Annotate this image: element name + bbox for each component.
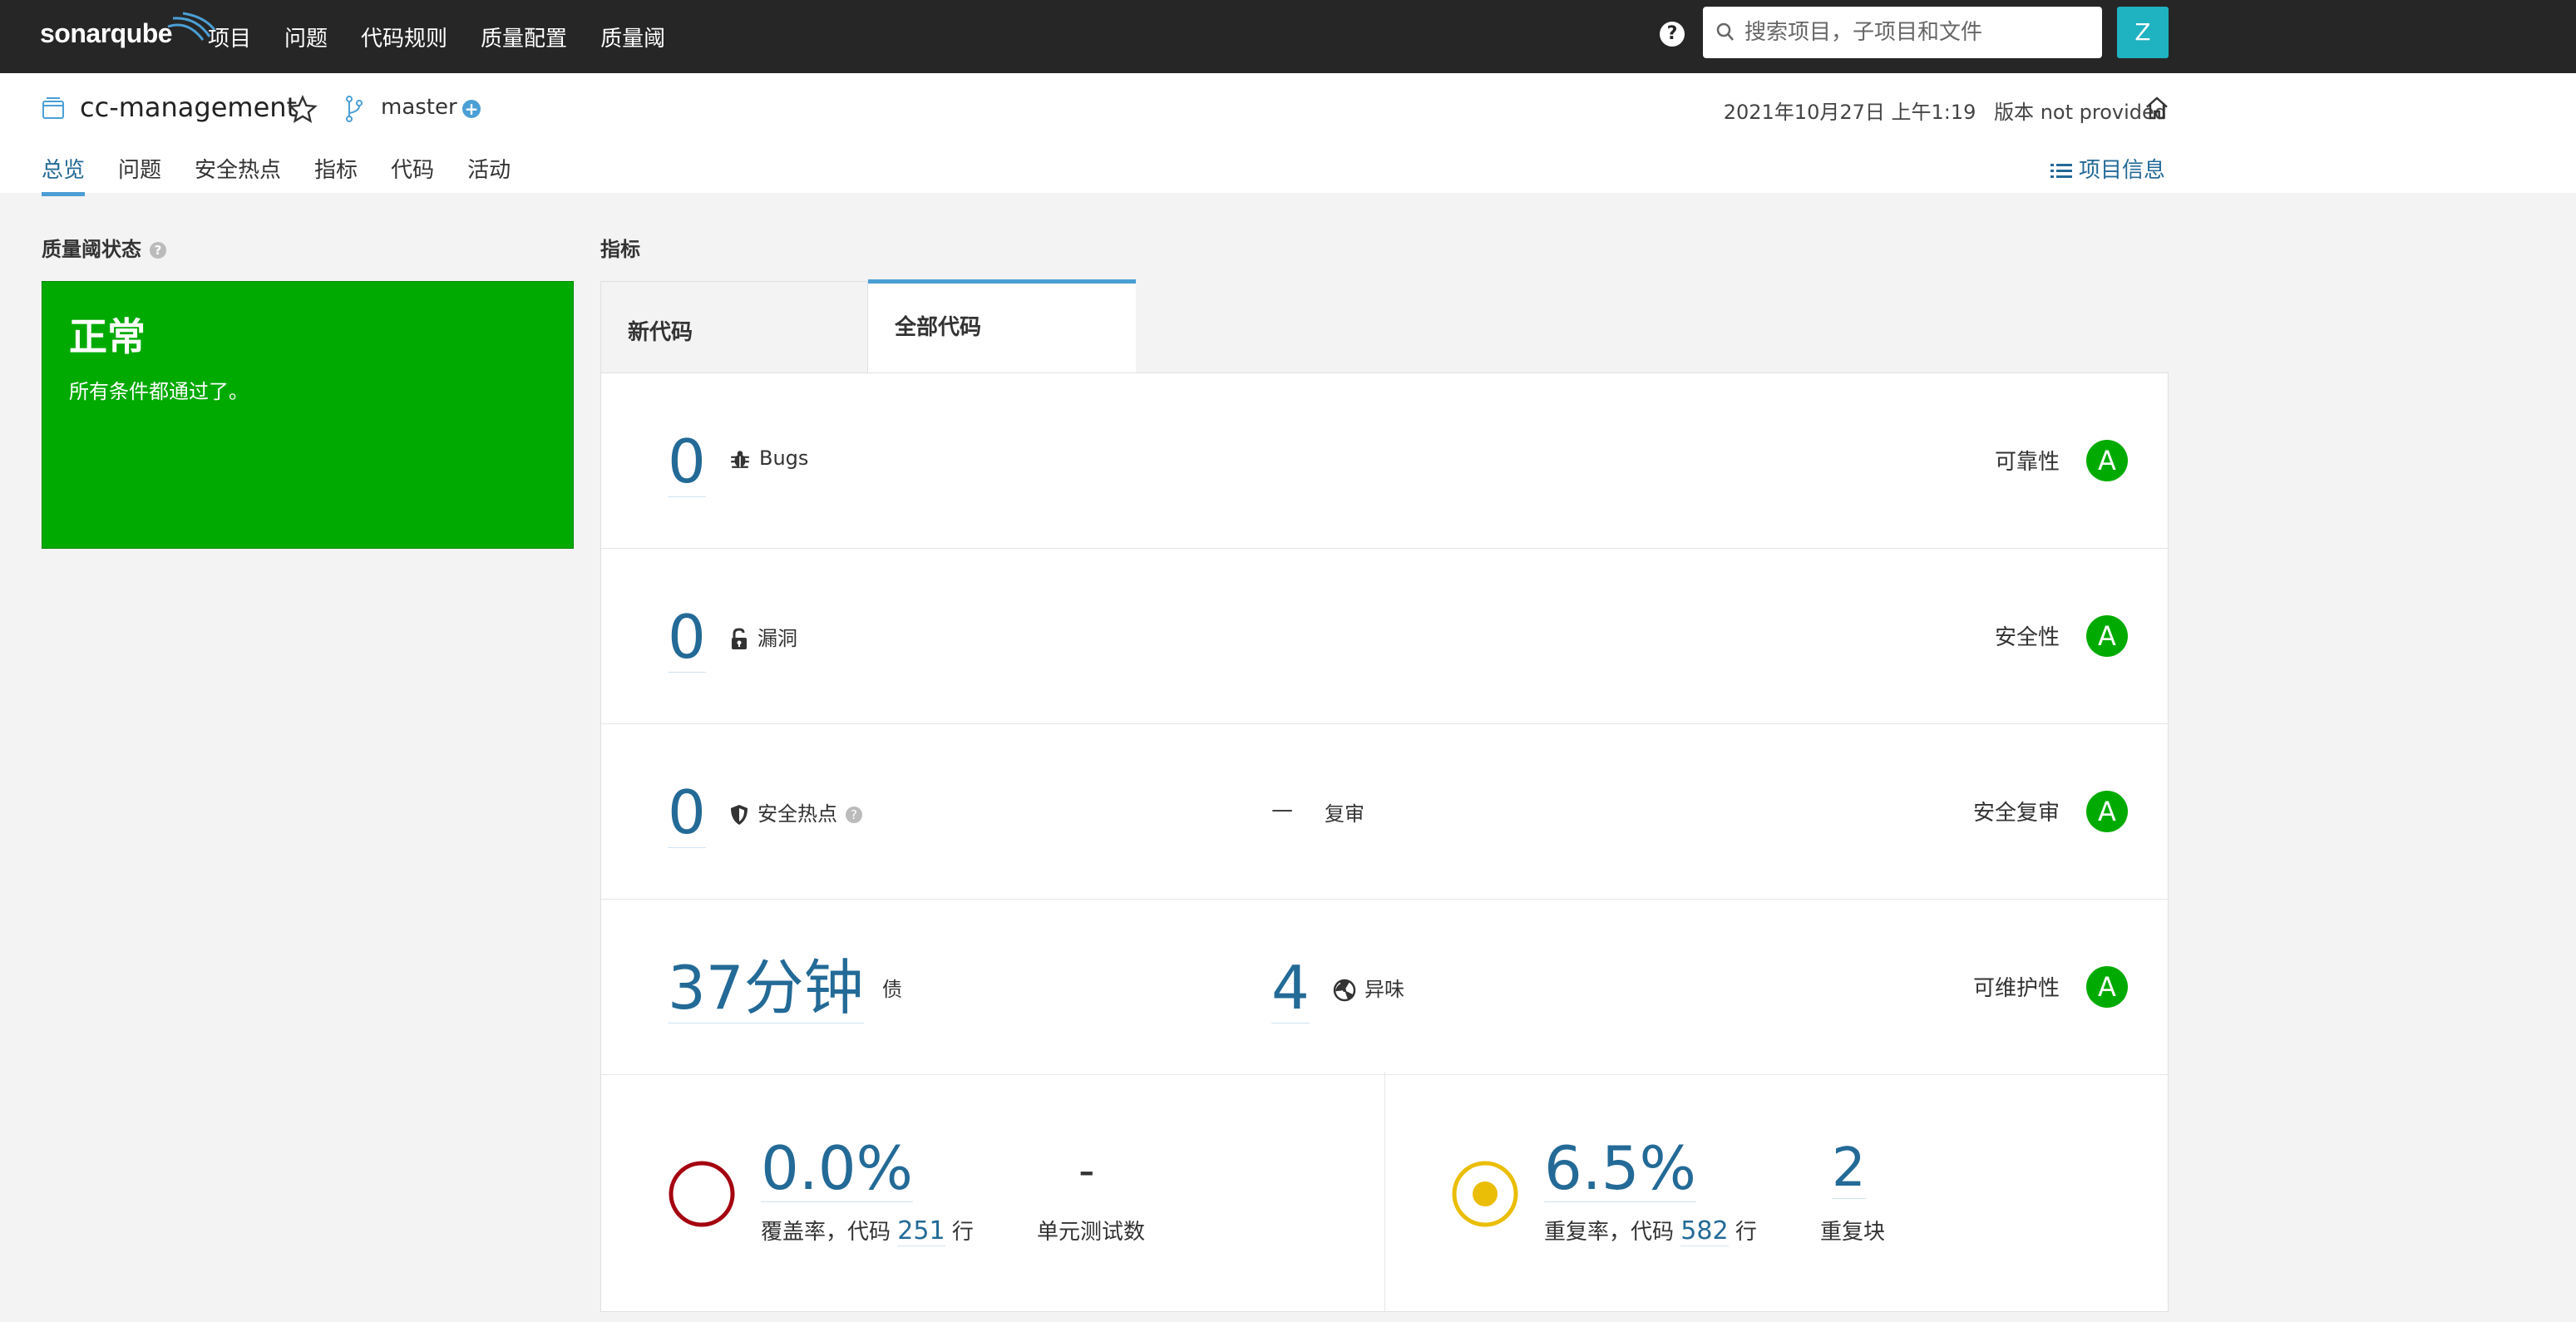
analysis-date: 2021年10月27日 上午1:19 bbox=[1723, 101, 1976, 124]
user-avatar[interactable]: Z bbox=[2117, 7, 2169, 58]
coverage-value[interactable]: 0.0% bbox=[761, 1133, 913, 1203]
help-icon[interactable]: ? bbox=[150, 242, 166, 259]
search-input[interactable] bbox=[1744, 7, 2094, 58]
help-icon[interactable]: ? bbox=[1660, 22, 1685, 47]
duplications-lines-link[interactable]: 582 bbox=[1680, 1216, 1729, 1246]
quality-gate-status-box: 正常 所有条件都通过了。 bbox=[42, 281, 574, 549]
tab-new-code[interactable]: 新代码 bbox=[600, 281, 868, 372]
security-label: 安全性 bbox=[1994, 625, 2060, 650]
project-header: cc-management master + 2021年10月27日 上午1:1… bbox=[0, 73, 2576, 196]
measures-panel: 0 Bugs 可靠性 A 0 漏洞 安全性 A 0 bbox=[600, 372, 2169, 1312]
measures-title: 指标 bbox=[600, 238, 640, 261]
quality-gate-message: 所有条件都通过了。 bbox=[69, 380, 249, 403]
duplications-label-prefix: 重复率，代码 bbox=[1544, 1220, 1675, 1245]
duplications-label-suffix: 行 bbox=[1735, 1220, 1757, 1245]
code-smells-label-text: 异味 bbox=[1364, 978, 1404, 1001]
bugs-row: 0 Bugs 可靠性 A bbox=[601, 373, 2168, 549]
main-nav: 项目 问题 代码规则 质量配置 质量阈 bbox=[208, 0, 698, 73]
security-review-rating[interactable]: A bbox=[2086, 791, 2128, 832]
reliability-rating[interactable]: A bbox=[2086, 440, 2128, 481]
coverage-lines-link[interactable]: 251 bbox=[897, 1216, 945, 1246]
review-label: 复审 bbox=[1325, 802, 1364, 826]
help-icon[interactable]: ? bbox=[846, 807, 862, 823]
coverage-duplications-row: 0.0% 覆盖率，代码 251 行 - 单元测试数 6.5% 重复率，代码 58… bbox=[601, 1072, 2168, 1311]
reliability-label: 可靠性 bbox=[1994, 450, 2060, 475]
unit-tests-value[interactable]: - bbox=[1078, 1144, 1095, 1196]
coverage-label-suffix: 行 bbox=[951, 1220, 974, 1245]
security-hotspots-row: 0 安全热点? — 复审 安全复审 A bbox=[601, 724, 2168, 900]
divider bbox=[1384, 1072, 1385, 1311]
branch-icon bbox=[346, 96, 363, 122]
tab-security-hotspots[interactable]: 安全热点 bbox=[195, 158, 282, 183]
lock-icon bbox=[732, 628, 747, 649]
project-tabs: 总览 问题 安全热点 指标 代码 活动 bbox=[42, 153, 544, 196]
review-dash: — bbox=[1271, 797, 1293, 822]
unit-tests-label: 单元测试数 bbox=[1037, 1220, 1146, 1245]
quality-gate-status: 正常 bbox=[69, 314, 146, 359]
nav-issues[interactable]: 问题 bbox=[284, 26, 328, 52]
duplications-label: 重复率，代码 582 行 bbox=[1544, 1215, 1757, 1246]
branch-name[interactable]: master bbox=[381, 95, 457, 120]
search-box bbox=[1703, 7, 2102, 58]
code-smells-count[interactable]: 4 bbox=[1271, 953, 1310, 1024]
quality-gate-title: 质量阈状态? bbox=[42, 233, 166, 262]
maintainability-label: 可维护性 bbox=[1972, 976, 2060, 1001]
tab-overview[interactable]: 总览 bbox=[42, 153, 86, 196]
tab-overall-code[interactable]: 全部代码 bbox=[868, 279, 1136, 373]
nav-projects[interactable]: 项目 bbox=[208, 26, 252, 52]
duplicated-blocks-value[interactable]: 2 bbox=[1832, 1137, 1866, 1199]
quality-gate-title-text: 质量阈状态 bbox=[42, 238, 141, 261]
coverage-donut-icon bbox=[669, 1161, 735, 1227]
vulnerabilities-count[interactable]: 0 bbox=[668, 602, 706, 673]
nav-quality-profiles[interactable]: 质量配置 bbox=[481, 26, 568, 52]
hotspots-count[interactable]: 0 bbox=[668, 777, 706, 848]
analysis-meta: 2021年10月27日 上午1:19 版本 not provided bbox=[1724, 96, 2167, 125]
vulnerabilities-row: 0 漏洞 安全性 A bbox=[601, 549, 2168, 724]
security-rating[interactable]: A bbox=[2086, 615, 2128, 657]
maintainability-row: 37分钟 债 4 异味 可维护性 A bbox=[601, 900, 2168, 1075]
bugs-label: Bugs bbox=[729, 446, 808, 470]
bug-icon bbox=[731, 451, 749, 468]
add-branch-icon[interactable]: + bbox=[462, 100, 481, 118]
tab-new-code-label: 新代码 bbox=[628, 320, 693, 345]
tab-code[interactable]: 代码 bbox=[391, 158, 435, 183]
top-navigation-bar: sonarqube 项目 问题 代码规则 质量配置 质量阈 ? Z bbox=[0, 0, 2576, 73]
project-name[interactable]: cc-management bbox=[80, 91, 298, 123]
favorite-star-icon[interactable] bbox=[288, 95, 318, 125]
maintainability-rating[interactable]: A bbox=[2086, 966, 2128, 1008]
logo-waves-icon bbox=[167, 12, 216, 41]
hotspots-label: 安全热点? bbox=[729, 797, 862, 826]
shield-icon bbox=[731, 805, 748, 825]
code-smell-icon bbox=[1333, 979, 1356, 1002]
nav-rules[interactable]: 代码规则 bbox=[361, 26, 448, 52]
bugs-count[interactable]: 0 bbox=[668, 427, 706, 497]
tab-activity[interactable]: 活动 bbox=[467, 158, 511, 183]
security-review-label: 安全复审 bbox=[1972, 801, 2060, 826]
duplications-indicator-icon bbox=[1452, 1161, 1518, 1227]
vulnerabilities-label: 漏洞 bbox=[729, 622, 797, 651]
nav-quality-gates[interactable]: 质量阈 bbox=[600, 26, 666, 52]
tab-overall-code-label: 全部代码 bbox=[895, 315, 982, 340]
project-icon bbox=[42, 97, 64, 119]
search-icon bbox=[1716, 22, 1734, 41]
coverage-label: 覆盖率，代码 251 行 bbox=[761, 1215, 974, 1246]
project-info-label: 项目信息 bbox=[2079, 158, 2166, 183]
code-smells-label: 异味 bbox=[1333, 973, 1404, 1002]
tab-measures[interactable]: 指标 bbox=[314, 158, 358, 183]
logo-text: sonarqube bbox=[40, 18, 173, 48]
debt-value[interactable]: 37分钟 bbox=[668, 953, 864, 1024]
bugs-label-text: Bugs bbox=[759, 446, 809, 470]
home-icon[interactable] bbox=[2144, 95, 2170, 121]
project-info-link[interactable]: 项目信息 bbox=[2050, 153, 2165, 184]
debt-label: 债 bbox=[882, 978, 902, 1001]
tab-issues[interactable]: 问题 bbox=[118, 158, 162, 183]
project-version: 版本 not provided bbox=[1994, 101, 2167, 124]
duplications-value[interactable]: 6.5% bbox=[1544, 1133, 1696, 1203]
coverage-label-prefix: 覆盖率，代码 bbox=[761, 1220, 891, 1245]
vulnerabilities-label-text: 漏洞 bbox=[758, 627, 797, 650]
duplicated-blocks-label: 重复块 bbox=[1820, 1220, 1886, 1245]
list-icon bbox=[2050, 163, 2072, 178]
hotspots-label-text: 安全热点 bbox=[758, 802, 837, 826]
